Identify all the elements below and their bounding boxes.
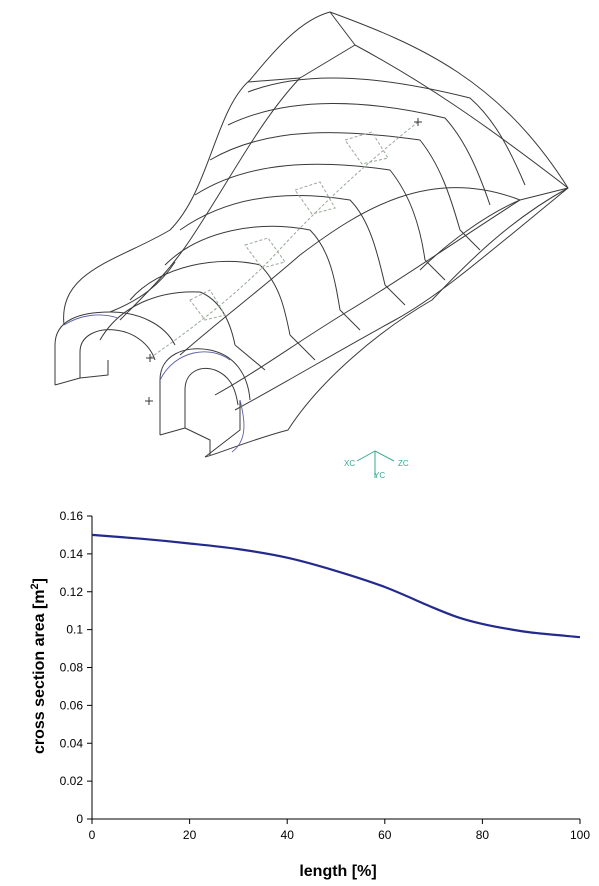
section-arc-4 [179, 194, 386, 286]
section-arc-3 [164, 225, 341, 311]
crosshair-top [414, 118, 422, 126]
top-inner-rim [299, 44, 356, 79]
cross-edge-4 [384, 284, 406, 306]
section-arc-5 [194, 163, 426, 261]
section-arc-1 [99, 291, 236, 346]
long-line-2 [179, 187, 521, 356]
x-tick-label: 40 [281, 828, 295, 842]
right-rim [419, 187, 569, 271]
point-markers [145, 118, 422, 405]
csys-x-axis [356, 450, 376, 462]
section-arc-6 [209, 132, 461, 231]
blue-edges [63, 314, 245, 453]
section-arc-7 [227, 103, 491, 206]
long-line-4 [234, 187, 569, 411]
y-tick-label: 0.1 [66, 623, 83, 637]
top-corner [247, 77, 301, 83]
blue-edge-3 [231, 399, 245, 453]
x-tick-label: 100 [570, 828, 590, 842]
cross-edge-3 [339, 309, 361, 331]
section-arc-8 [247, 77, 526, 186]
y-tick-label: 0.06 [60, 698, 84, 712]
top-rim [329, 11, 569, 189]
crosshair-start [146, 354, 154, 362]
y-tick-label: 0.16 [60, 509, 84, 523]
outer-boundary [63, 11, 569, 458]
chart-axes [87, 515, 581, 824]
csys-x-label: XC [344, 459, 355, 468]
inlet-right-outer [159, 348, 251, 435]
section-arc-2 [129, 260, 291, 336]
centerline [149, 121, 419, 359]
inlet-right-base [159, 427, 211, 455]
y-axis-title: cross section area [m2] [29, 578, 48, 754]
series-line [91, 533, 581, 639]
inlet-left-outer [54, 311, 176, 385]
inlet-bottom-edge [204, 400, 241, 458]
csys-z-axis [374, 450, 395, 462]
x-tick-label: 0 [89, 828, 96, 842]
y-tick-label: 0.12 [60, 585, 84, 599]
inlet-connector [109, 261, 176, 313]
y-axis-title-main: cross section area [m [31, 589, 48, 754]
inlet-left-base [54, 360, 109, 386]
cross-edge-6 [459, 229, 481, 251]
y-tick-labels: 0 0.02 0.04 0.06 0.08 0.1 0.12 0.14 0.16 [60, 509, 84, 826]
centerline-marker-4 [344, 131, 389, 165]
duct-wireframe [54, 11, 569, 458]
blue-edge-1 [63, 314, 119, 326]
long-line-3 [214, 199, 521, 396]
x-tick-label: 60 [378, 828, 392, 842]
y-tick-label: 0.14 [60, 547, 84, 561]
csys-triad: XC ZC YC [344, 450, 409, 480]
centerline-marker-1 [189, 289, 226, 321]
cross-edge-1 [234, 344, 266, 371]
y-tick-label: 0.08 [60, 661, 84, 675]
cross-section-chart: 0 0.02 0.04 0.06 0.08 0.1 0.12 0.14 0.16 0 20 40 60… [29, 509, 591, 880]
long-line-1 [119, 77, 301, 321]
csys-y-label: YC [374, 471, 385, 480]
crosshair-origin [145, 397, 153, 405]
centerline-curve [149, 121, 419, 359]
cross-edge-5 [424, 259, 446, 281]
inlet-left-inner [79, 329, 156, 378]
x-axis-title: length [%] [299, 863, 376, 880]
y-tick-label: 0.02 [60, 774, 84, 788]
cross-edge-2 [289, 334, 316, 361]
duct-wireframe-diagram: XC ZC YC [54, 11, 569, 480]
y-tick-label: 0 [76, 812, 83, 826]
csys-z-label: ZC [398, 459, 409, 468]
inlet-right-inner [184, 367, 239, 428]
x-tick-labels: 0 20 40 60 80 100 [89, 828, 591, 842]
y-axis-title-close: ] [31, 578, 48, 583]
y-tick-label: 0.04 [60, 736, 84, 750]
centerline-marker-3 [294, 181, 336, 215]
x-tick-label: 80 [476, 828, 490, 842]
blue-edge-2 [159, 351, 231, 381]
centerline-marker-2 [244, 237, 286, 269]
y-axis-title-sup: 2 [29, 583, 41, 589]
x-tick-label: 20 [183, 828, 197, 842]
